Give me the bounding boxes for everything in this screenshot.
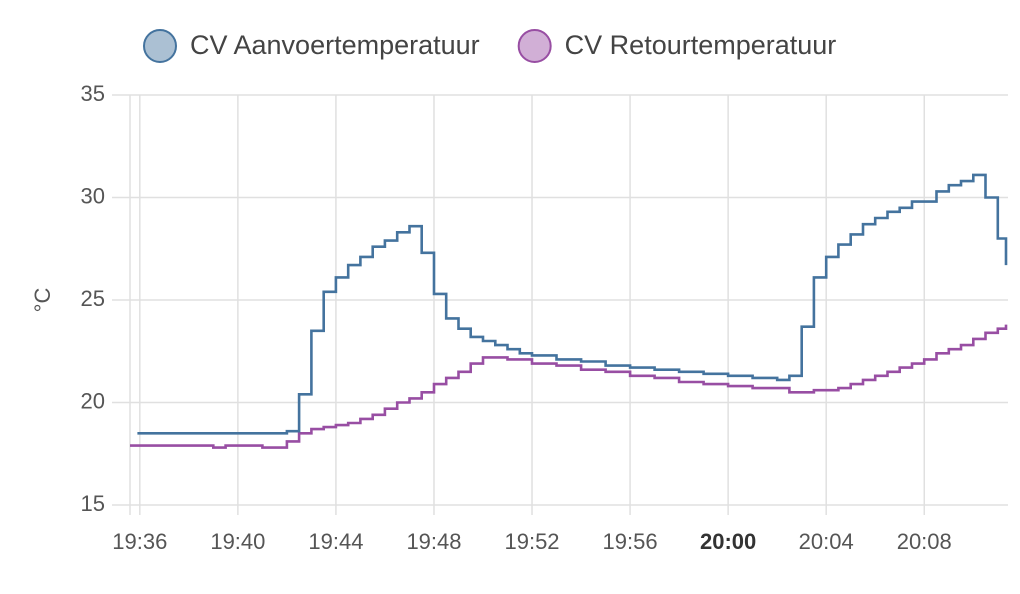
x-tick-label: 19:44 bbox=[308, 529, 363, 554]
x-tick-label: 20:00 bbox=[700, 529, 756, 554]
y-tick-label: 35 bbox=[81, 81, 105, 106]
legend-label: CV Retourtemperatuur bbox=[565, 30, 837, 60]
legend-label: CV Aanvoertemperatuur bbox=[190, 30, 480, 60]
x-tick-label: 19:48 bbox=[406, 529, 461, 554]
y-axis-label: °C bbox=[30, 288, 55, 313]
x-tick-label: 19:40 bbox=[210, 529, 265, 554]
y-tick-label: 30 bbox=[81, 183, 105, 208]
x-tick-label: 20:04 bbox=[799, 529, 854, 554]
x-tick-label: 19:56 bbox=[603, 529, 658, 554]
x-tick-label: 19:36 bbox=[112, 529, 167, 554]
legend-swatch bbox=[143, 29, 177, 63]
y-tick-label: 25 bbox=[81, 286, 105, 311]
series-line bbox=[137, 173, 1008, 435]
y-tick-label: 20 bbox=[81, 388, 105, 413]
x-tick-label: 19:52 bbox=[504, 529, 559, 554]
legend-swatch bbox=[517, 29, 552, 63]
series-line bbox=[130, 324, 1008, 449]
x-tick-label: 20:08 bbox=[897, 529, 952, 554]
y-tick-label: 15 bbox=[81, 491, 105, 516]
plot-area bbox=[130, 173, 1008, 449]
